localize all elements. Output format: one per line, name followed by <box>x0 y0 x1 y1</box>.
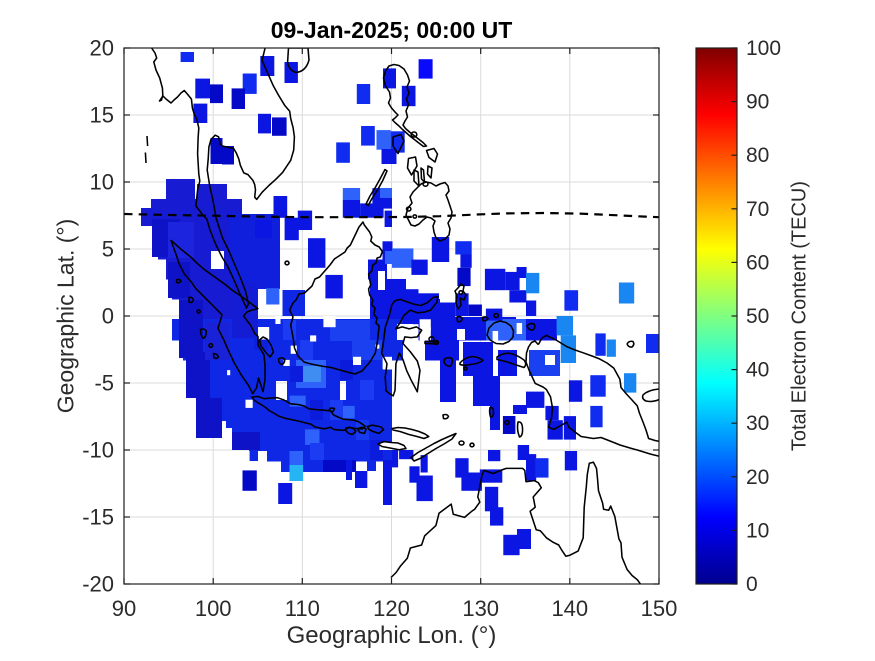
svg-text:0: 0 <box>746 573 758 596</box>
svg-text:20: 20 <box>90 36 114 61</box>
svg-text:-15: -15 <box>82 505 114 530</box>
svg-text:0: 0 <box>102 304 114 329</box>
svg-text:10: 10 <box>90 170 114 195</box>
svg-text:Geographic Lon. (°): Geographic Lon. (°) <box>287 622 497 649</box>
svg-text:90: 90 <box>746 91 769 114</box>
svg-text:120: 120 <box>373 596 410 621</box>
svg-text:-5: -5 <box>94 371 114 396</box>
svg-text:100: 100 <box>746 37 781 60</box>
svg-text:Total Electron Content (TECU): Total Electron Content (TECU) <box>789 181 811 451</box>
svg-text:90: 90 <box>112 596 136 621</box>
svg-text:Geographic Lat. (°): Geographic Lat. (°) <box>53 219 79 414</box>
svg-text:-20: -20 <box>82 572 114 597</box>
svg-text:70: 70 <box>746 198 769 221</box>
svg-text:10: 10 <box>746 519 769 542</box>
svg-text:110: 110 <box>285 596 320 621</box>
svg-text:5: 5 <box>102 237 114 262</box>
svg-text:30: 30 <box>746 412 769 435</box>
svg-text:130: 130 <box>462 596 499 621</box>
svg-text:40: 40 <box>746 359 769 382</box>
svg-text:140: 140 <box>551 596 588 621</box>
svg-text:15: 15 <box>90 103 114 128</box>
svg-text:100: 100 <box>195 596 232 621</box>
svg-text:60: 60 <box>746 251 769 274</box>
svg-text:80: 80 <box>746 144 769 167</box>
svg-text:09-Jan-2025; 00:00 UT: 09-Jan-2025; 00:00 UT <box>271 17 513 43</box>
svg-text:150: 150 <box>641 596 678 621</box>
svg-text:-10: -10 <box>82 438 114 463</box>
svg-text:50: 50 <box>746 305 769 328</box>
svg-text:20: 20 <box>746 466 769 489</box>
